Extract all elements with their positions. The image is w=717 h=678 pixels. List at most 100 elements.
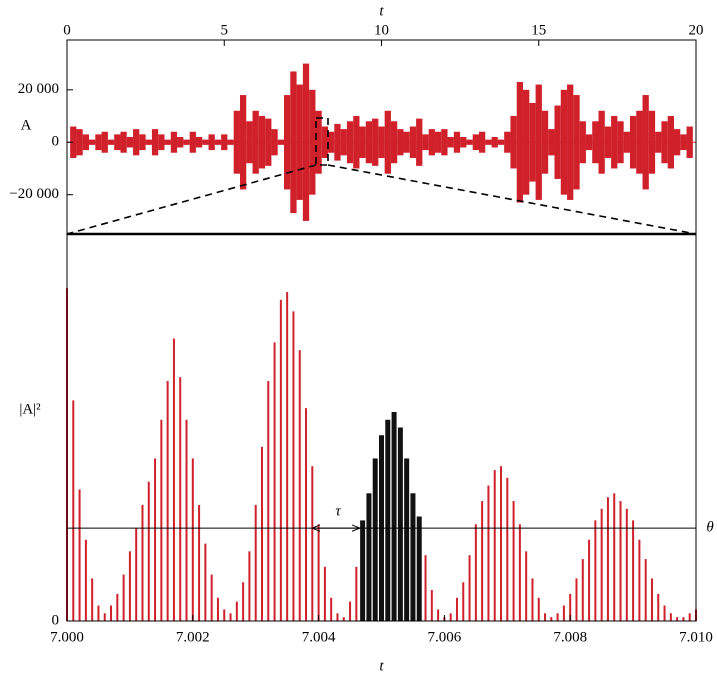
waveform-envelope — [372, 118, 379, 166]
waveform-envelope — [353, 116, 360, 169]
stem — [481, 501, 484, 621]
stem — [397, 427, 403, 621]
waveform-envelope — [478, 131, 486, 153]
waveform-envelope — [208, 134, 215, 151]
waveform-envelope — [460, 137, 467, 148]
stem — [575, 578, 578, 621]
waveform-envelope — [233, 110, 240, 174]
stem — [260, 446, 263, 621]
waveform-envelope — [114, 134, 121, 151]
stem — [372, 458, 378, 621]
x-tick-label: 20 — [689, 22, 704, 38]
stem — [223, 609, 226, 621]
stem — [135, 528, 138, 621]
stem — [462, 582, 465, 621]
stem — [650, 578, 653, 621]
stem — [191, 458, 194, 621]
waveform-envelope — [403, 131, 410, 153]
waveform-envelope — [573, 95, 580, 190]
waveform-envelope — [170, 131, 178, 153]
stem — [279, 299, 282, 621]
y-tick-label: 0 — [52, 134, 60, 150]
waveform-envelope — [271, 129, 278, 156]
waveform-envelope — [258, 116, 266, 169]
stem — [84, 539, 87, 621]
stem — [632, 520, 635, 621]
waveform-envelope — [623, 131, 630, 153]
waveform-envelope — [548, 129, 555, 156]
stem — [305, 408, 308, 621]
waveform-envelope — [453, 131, 461, 153]
stem — [97, 605, 100, 621]
stem — [355, 566, 358, 621]
waveform-envelope — [579, 121, 586, 164]
waveform-envelope — [611, 116, 618, 169]
stem — [385, 419, 391, 621]
stem — [185, 419, 188, 621]
stem — [537, 597, 540, 621]
x-tick-label: 7.008 — [553, 629, 587, 645]
waveform-envelope — [592, 121, 599, 164]
stem — [468, 555, 471, 621]
waveform-envelope — [567, 84, 574, 200]
stem — [518, 524, 521, 621]
waveform-envelope — [384, 110, 391, 174]
waveform-envelope — [76, 129, 83, 156]
stem — [562, 605, 565, 621]
stem — [613, 493, 616, 621]
stem — [122, 574, 125, 621]
interval-label: τ — [335, 504, 341, 520]
waveform-envelope — [214, 139, 222, 145]
stem — [588, 539, 591, 621]
stem — [512, 501, 515, 621]
stem — [474, 524, 477, 621]
stem — [669, 613, 672, 621]
waveform-envelope — [183, 139, 190, 145]
waveform-envelope — [510, 116, 517, 169]
waveform-envelope — [560, 89, 568, 195]
stem — [172, 338, 175, 621]
stem — [349, 601, 352, 621]
stem — [116, 593, 119, 621]
stem — [531, 578, 534, 621]
stem — [198, 504, 201, 621]
waveform-envelope — [126, 137, 134, 148]
stem — [550, 617, 553, 621]
waveform-envelope — [416, 118, 423, 166]
stem — [430, 590, 433, 621]
waveform-envelope — [346, 121, 354, 164]
stem — [342, 617, 345, 621]
stem — [493, 470, 496, 621]
stem — [544, 613, 547, 621]
stem — [336, 613, 339, 621]
waveform-envelope — [409, 126, 417, 158]
stem — [166, 381, 169, 621]
stem — [556, 613, 559, 621]
waveform-envelope — [315, 110, 322, 174]
waveform-envelope — [466, 139, 473, 145]
waveform-envelope — [95, 134, 102, 151]
stem — [154, 458, 157, 621]
waveform-envelope — [239, 95, 247, 190]
waveform-envelope — [151, 129, 159, 156]
waveform-envelope — [158, 134, 165, 151]
waveform-envelope — [397, 129, 404, 156]
stem — [569, 593, 572, 621]
stem — [437, 609, 440, 621]
stem — [581, 559, 584, 621]
waveform-envelope — [133, 129, 140, 156]
waveform-envelope — [365, 121, 373, 164]
stem — [254, 504, 257, 621]
waveform-envelope — [434, 131, 442, 153]
stem — [600, 508, 603, 621]
stem — [267, 381, 270, 621]
stem — [410, 493, 416, 621]
waveform-envelope — [252, 110, 259, 174]
x-tick-label: 10 — [374, 22, 389, 38]
x-tick-label: 15 — [531, 22, 546, 38]
stem — [663, 605, 666, 621]
waveform-envelope — [101, 131, 108, 153]
stem — [619, 501, 622, 621]
zoom-line — [327, 164, 697, 235]
waveform-envelope — [585, 134, 593, 151]
